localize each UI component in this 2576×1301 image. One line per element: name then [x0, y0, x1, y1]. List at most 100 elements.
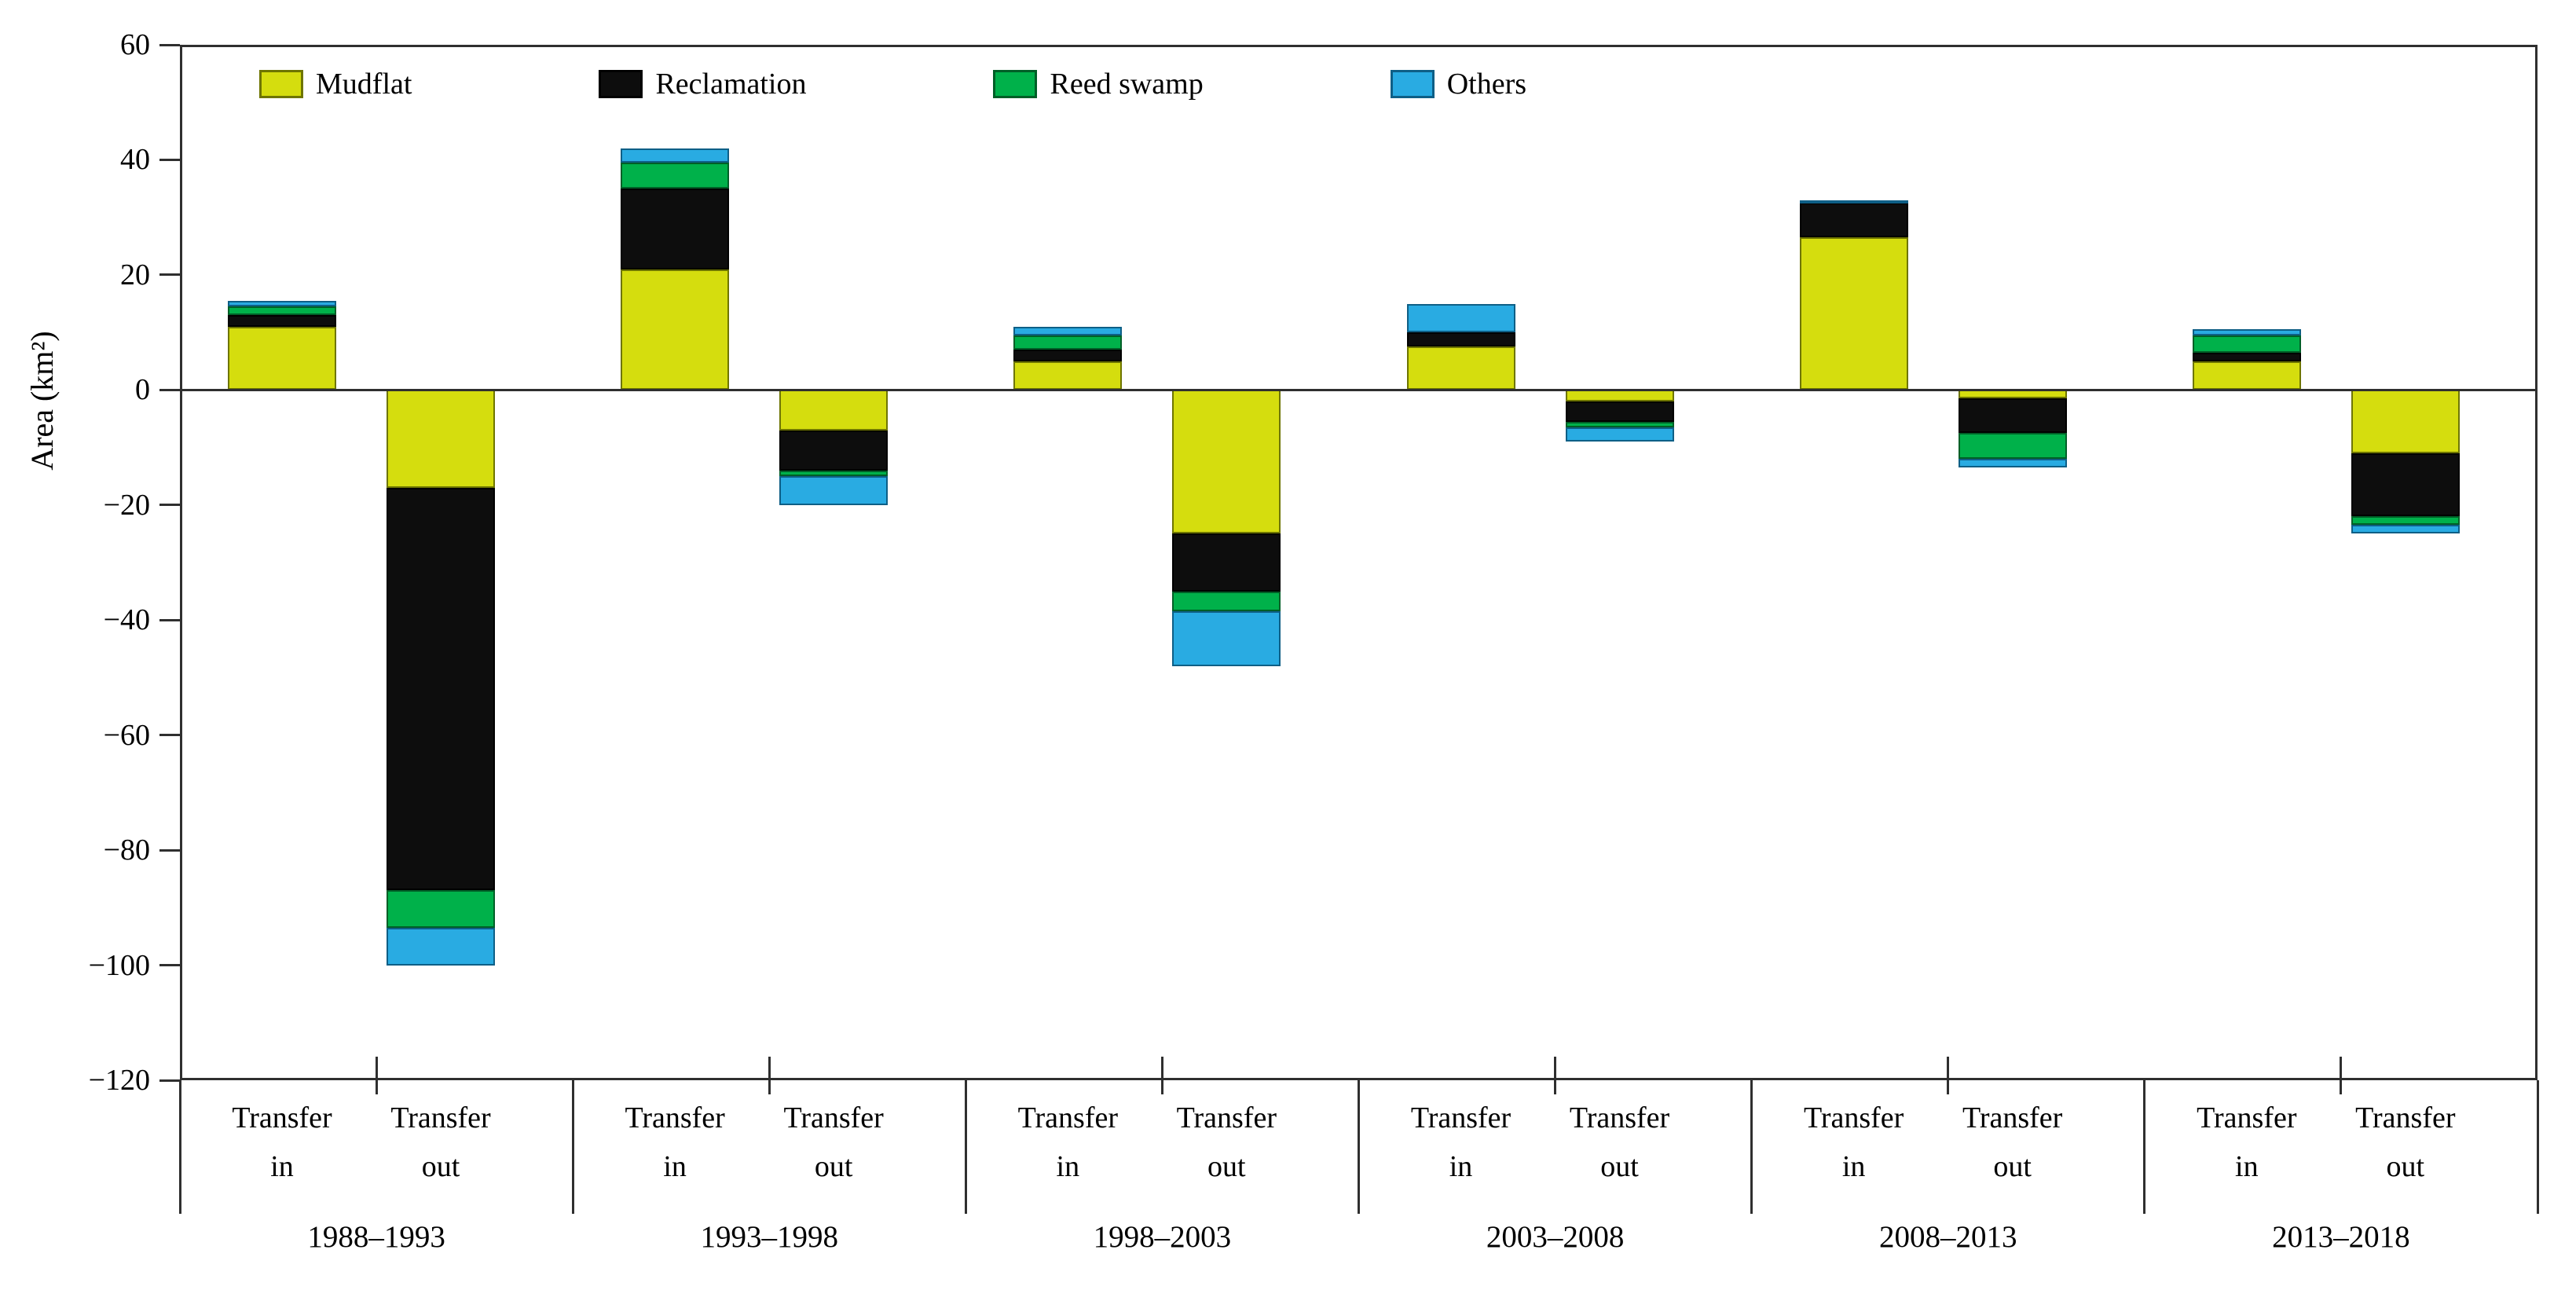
bar-segment-others: [1799, 200, 1908, 203]
bar-segment-reclamation: [621, 189, 730, 269]
bar-label-in: Transfer in: [2145, 1094, 2349, 1191]
y-axis-tick: [159, 964, 180, 967]
bar-segment-others: [1172, 611, 1281, 666]
y-axis-tick-label: −60: [103, 718, 150, 752]
bar-segment-others: [2351, 525, 2460, 534]
legend: Mudflat Reclamation Reed swamp Others: [259, 69, 1526, 99]
reclamation-legend-swatch: [599, 70, 643, 98]
bar-label-line1: Transfer: [2355, 1101, 2456, 1134]
bar-label-line2: in: [1449, 1149, 1473, 1183]
bar-label-out: Transfer out: [731, 1094, 936, 1191]
bar-segment-others: [1406, 303, 1515, 333]
bar-label-line1: Transfer: [1962, 1101, 2063, 1134]
bar-segment-reed-swamp: [1013, 335, 1123, 350]
y-axis-tick-label: 0: [135, 373, 150, 407]
bar-segment-mudflat: [228, 326, 336, 390]
bar-label-in: Transfer in: [573, 1094, 777, 1191]
bar-segment-reed-swamp: [1565, 421, 1674, 427]
bar-segment-reed-swamp: [2351, 516, 2460, 526]
x-axis-minor-tick: [375, 1057, 378, 1094]
bar-label-line1: Transfer: [1569, 1101, 1670, 1134]
y-axis-tick-label: 60: [120, 28, 150, 61]
bar-segment-reed-swamp: [1958, 433, 2067, 460]
bar-label-line1: Transfer: [1803, 1101, 1904, 1134]
y-axis-tick: [159, 504, 180, 507]
bar-label-line2: out: [814, 1149, 853, 1183]
bar-label-out: Transfer out: [1518, 1094, 1722, 1191]
bar-segment-mudflat: [1172, 390, 1281, 534]
period-label: 1993–1998: [700, 1220, 838, 1254]
bar-label-line2: out: [421, 1149, 460, 1183]
bar-segment-mudflat: [779, 390, 889, 431]
bar-label-line2: out: [1207, 1149, 1246, 1183]
period-label: 1988–1993: [307, 1220, 445, 1254]
legend-item: Reed swamp: [993, 68, 1204, 101]
legend-label: Reclamation: [655, 68, 807, 101]
period-label: 1998–2003: [1093, 1220, 1232, 1254]
x-axis-group-separator: [571, 1080, 574, 1214]
bar-segment-others: [779, 476, 889, 505]
bar-label-line1: Transfer: [1017, 1101, 1118, 1134]
legend-label: Reed swamp: [1050, 68, 1204, 101]
x-axis-minor-tick: [2340, 1057, 2343, 1094]
bar-segment-reed-swamp: [2192, 335, 2301, 353]
y-axis-tick: [159, 734, 180, 737]
bar-label-out: Transfer out: [1911, 1094, 2115, 1191]
bar-segment-mudflat: [2192, 361, 2301, 390]
y-axis-tick: [159, 1079, 180, 1082]
x-axis-group-separator: [964, 1080, 967, 1214]
y-axis-tick-label: −40: [103, 603, 150, 637]
bar-segment-reclamation: [2351, 453, 2460, 517]
x-axis-group-separator: [2536, 1080, 2539, 1214]
bar-segment-reed-swamp: [621, 163, 730, 189]
y-axis-tick: [159, 43, 180, 46]
bar-segment-reclamation: [228, 315, 336, 327]
bar-label-line1: Transfer: [1410, 1101, 1512, 1134]
others-legend-swatch: [1390, 70, 1435, 98]
bar-segment-reclamation: [1172, 533, 1281, 592]
y-axis-tick-label: −100: [88, 948, 150, 982]
bar-segment-others: [228, 300, 336, 307]
legend-label: Mudflat: [316, 68, 412, 101]
bar-label-line2: in: [270, 1149, 294, 1183]
y-axis-tick-label: −20: [103, 488, 150, 522]
period-label: 2013–2018: [2272, 1220, 2410, 1254]
bar-label-line2: in: [1841, 1149, 1866, 1183]
bar-segment-mudflat: [621, 269, 730, 390]
bar-label-line2: out: [2386, 1149, 2425, 1183]
x-axis-group-separator: [1750, 1080, 1753, 1214]
bar-segment-reclamation: [779, 430, 889, 471]
bar-label-line2: in: [663, 1149, 687, 1183]
x-axis-minor-tick: [1947, 1057, 1950, 1094]
bar-label-line2: in: [1056, 1149, 1080, 1183]
legend-item: Reclamation: [599, 69, 806, 99]
bar-segment-reclamation: [2192, 352, 2301, 361]
bar-label-line2: out: [1600, 1149, 1639, 1183]
legend-label: Others: [1446, 68, 1527, 101]
x-axis-minor-tick: [1554, 1057, 1557, 1094]
bar-segment-reclamation: [1799, 203, 1908, 238]
y-axis-tick-label: 40: [120, 143, 150, 177]
bar-segment-others: [2192, 329, 2301, 335]
bar-label-line1: Transfer: [232, 1101, 332, 1134]
bar-segment-reclamation: [1406, 332, 1515, 347]
mudflat-legend-swatch: [259, 70, 303, 98]
bar-label-out: Transfer out: [339, 1094, 543, 1191]
reed-swamp-legend-swatch: [993, 70, 1038, 98]
bar-segment-reclamation: [1958, 398, 2067, 434]
bar-segment-mudflat: [1799, 237, 1908, 390]
zero-line: [180, 388, 2538, 391]
x-axis-minor-tick: [768, 1057, 771, 1094]
bar-label-line1: Transfer: [783, 1101, 884, 1134]
x-axis-group-separator: [2143, 1080, 2146, 1214]
x-axis-group-separator: [178, 1080, 181, 1214]
bar-segment-reed-swamp: [228, 306, 336, 316]
bar-segment-others: [621, 148, 730, 163]
y-axis-tick: [159, 388, 180, 391]
y-axis-tick-label: 20: [120, 258, 150, 291]
y-axis-tick: [159, 848, 180, 852]
x-axis-minor-tick: [1160, 1057, 1163, 1094]
bar-segment-mudflat: [1565, 390, 1674, 401]
period-label: 2003–2008: [1486, 1220, 1625, 1254]
